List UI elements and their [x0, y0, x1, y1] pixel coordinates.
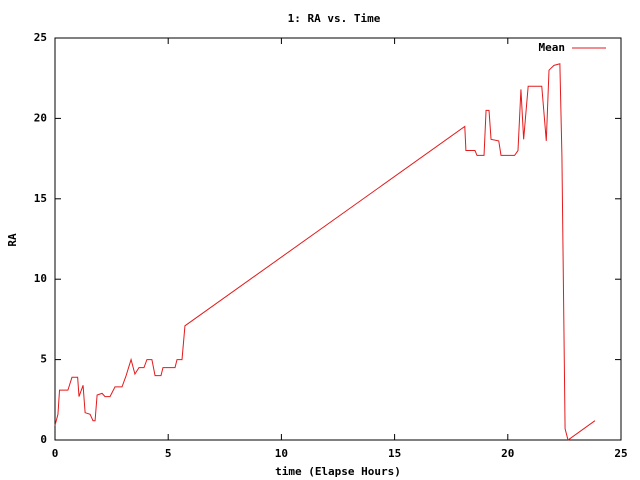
y-tick-label: 5: [40, 353, 47, 366]
y-tick-label: 20: [34, 111, 47, 124]
x-tick-label: 25: [614, 447, 627, 460]
x-tick-label: 5: [165, 447, 172, 460]
y-tick-label: 25: [34, 31, 47, 44]
legend-label: Mean: [539, 41, 566, 54]
line-series: [54, 63, 596, 441]
chart-title: 1: RA vs. Time: [288, 12, 381, 25]
x-tick-label: 15: [388, 447, 401, 460]
x-tick-label: 0: [52, 447, 59, 460]
y-tick-label: 10: [34, 272, 47, 285]
y-tick-label: 0: [40, 433, 47, 446]
x-tick-label: 10: [275, 447, 288, 460]
y-tick-label: 15: [34, 192, 47, 205]
plot-border: [54, 37, 622, 441]
x-tick-label: 20: [501, 447, 514, 460]
x-axis-label: time (Elapse Hours): [275, 465, 401, 478]
y-axis-label: RA: [6, 233, 19, 247]
